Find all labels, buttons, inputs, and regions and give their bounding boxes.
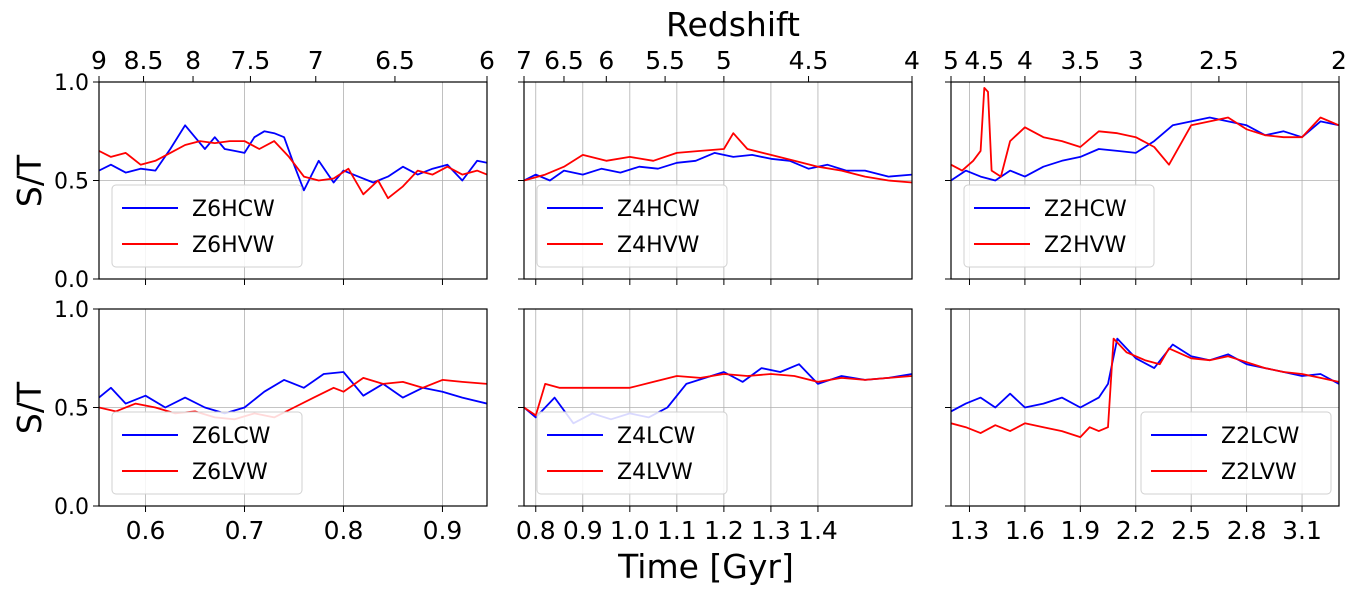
- panel-r1c2-xtick-label-1: 1.6: [1005, 516, 1045, 545]
- panel-r0c0-redshift-label-6: 6: [479, 46, 495, 75]
- panel-r1c0-legend-box: [111, 411, 303, 495]
- panel-r0c0-legend-label-1: Z6HVW: [192, 233, 275, 258]
- panel-r1c0-ytick-label-0: 0.0: [54, 495, 89, 520]
- panel-r1c0-xtick-label-3: 0.9: [423, 516, 463, 545]
- panel-r1c1-legend-label-0: Z4LCW: [617, 424, 696, 449]
- panel-r0c1-redshift-label-4: 5: [716, 46, 732, 75]
- panel-r0c2-redshift-label-6: 2: [1331, 46, 1347, 75]
- panel-r0c0-series-z6hcw: [99, 124, 487, 192]
- panel-r0c1-redshift-label-2: 6: [598, 46, 614, 75]
- panel-r0c0-ytick-label-0: 0.0: [54, 268, 89, 293]
- panel-r1c0-xtick-label-0: 0.6: [126, 516, 166, 545]
- panel-r0c1-legend-box: [536, 184, 728, 268]
- panel-r0c1-redshift-label-1: 6.5: [544, 46, 584, 75]
- panel-r1c2-legend-label-1: Z2LVW: [1221, 460, 1297, 485]
- panel-r0c1-legend-label-0: Z4HCW: [617, 197, 700, 222]
- panel-r1c1-xtick-label-5: 1.3: [751, 516, 791, 545]
- panel-r0c0-ytick-label-2: 1.0: [54, 71, 89, 96]
- panel-r1c1-series-z4lvw: [524, 373, 912, 417]
- panel-r0c0-redshift-label-0: 9: [91, 46, 107, 75]
- time-axis-label: Time [Gyr]: [617, 547, 794, 586]
- panel-r1c2-series-z2lcw: [951, 337, 1339, 413]
- panel-r0c1-series-z4hvw: [524, 132, 912, 184]
- panel-r0c2-legend-box: [963, 184, 1155, 268]
- panel-r1c1-xtick-label-6: 1.4: [798, 516, 838, 545]
- panel-r0c0: 0.0 0.5 1.09 8.5 8 7.5 7 6.5 6 Z6HCW Z6HVW: [54, 46, 495, 293]
- panel-r0c1-redshift-label-3: 5.5: [645, 46, 685, 75]
- panel-r0c0-redshift-label-1: 8.5: [124, 46, 164, 75]
- panel-r1c0-xtick-label-2: 0.8: [324, 516, 364, 545]
- panel-r0c2-series-z2hcw: [951, 116, 1339, 182]
- panel-r0c1-redshift-label-6: 4: [904, 46, 920, 75]
- panel-r0c2-legend-label-1: Z2HVW: [1044, 233, 1127, 258]
- panel-r0c0-redshift-label-3: 7.5: [231, 46, 271, 75]
- panel-r1c0: 0.6 0.7 0.8 0.9 0.0 0.5 1.0 Z6LCW Z6LVW: [54, 298, 488, 545]
- panel-r1c0-ytick-label-1: 0.5: [54, 397, 89, 422]
- panel-r1c2-xtick-label-6: 3.1: [1282, 516, 1322, 545]
- panel-r0c2-series-z2hvw: [951, 87, 1339, 178]
- panel-r1c0-xtick-label-1: 0.7: [225, 516, 265, 545]
- panel-r1c1-legend-label-1: Z4LVW: [617, 460, 693, 485]
- panel-r0c1-legend-label-1: Z4HVW: [617, 233, 700, 258]
- panel-r1c2-xtick-label-5: 2.8: [1227, 516, 1267, 545]
- panel-r1c0-legend: Z6LCW Z6LVW: [111, 411, 303, 495]
- panel-r1c2-series-z2lvw: [951, 337, 1339, 439]
- panel-r1c2-legend: Z2LCW Z2LVW: [1140, 411, 1332, 495]
- panel-r1c0-series-z6lcw: [99, 371, 487, 415]
- panel-r1c2-legend-box: [1140, 411, 1332, 495]
- panel-r1c1-legend: Z4LCW Z4LVW: [536, 411, 728, 495]
- panel-r1c0-legend-label-0: Z6LCW: [192, 424, 271, 449]
- panel-r0c2-legend-label-0: Z2HCW: [1044, 197, 1127, 222]
- panel-r0c2-redshift-label-3: 3.5: [1060, 46, 1100, 75]
- panel-r1c2-xtick-label-0: 1.3: [950, 516, 990, 545]
- st-axis-label-bottom: S/T: [10, 381, 49, 434]
- panel-r0c0-ytick-label-1: 0.5: [54, 170, 89, 195]
- panel-r1c2-xtick-label-2: 1.9: [1060, 516, 1100, 545]
- panel-r1c1-xtick-label-1: 0.9: [563, 516, 603, 545]
- panel-r1c1-xtick-label-0: 0.8: [516, 516, 556, 545]
- panel-r0c2-legend: Z2HCW Z2HVW: [963, 184, 1155, 268]
- panel-r1c0-legend-label-1: Z6LVW: [192, 460, 268, 485]
- panel-r0c2-redshift-label-4: 3: [1128, 46, 1144, 75]
- panel-r0c1-series-z4hcw: [524, 151, 912, 182]
- panel-r1c1: 0.8 0.9 1.0 1.1 1.2 1.3 1.4 Z4LCW Z4LVW: [516, 308, 913, 545]
- panel-r1c1-xtick-label-4: 1.2: [704, 516, 744, 545]
- panel-r0c2-redshift-label-5: 2.5: [1199, 46, 1239, 75]
- st-axis-label-top: S/T: [10, 154, 49, 207]
- panel-r1c1-xtick-label-2: 1.0: [610, 516, 650, 545]
- panel-r0c0-redshift-label-5: 6.5: [375, 46, 415, 75]
- panel-r0c1-redshift-label-5: 4.5: [789, 46, 829, 75]
- panel-r0c1-redshift-label-0: 7: [516, 46, 532, 75]
- panel-r0c2-redshift-label-1: 4.5: [964, 46, 1004, 75]
- panel-r0c0-legend-box: [111, 184, 303, 268]
- panel-r1c2-xtick-label-4: 2.5: [1171, 516, 1211, 545]
- panel-r0c0-legend-label-0: Z6HCW: [192, 197, 275, 222]
- panel-r0c0-series-z6hvw: [99, 140, 487, 200]
- panel-r1c2: 1.3 1.6 1.9 2.2 2.5 2.8 3.1 Z2LCW Z2LVW: [945, 308, 1340, 545]
- panel-r0c1: 7 6.5 6 5.5 5 4.5 4 Z4HCW Z4HVW: [516, 46, 920, 285]
- panel-r1c0-series-z6lvw: [99, 376, 487, 421]
- panel-r0c2-redshift-label-2: 4: [1017, 46, 1033, 75]
- panel-r1c0-ytick-label-2: 1.0: [54, 298, 89, 323]
- panel-r1c1-legend-box: [536, 411, 728, 495]
- panel-r0c0-redshift-label-2: 8: [185, 46, 201, 75]
- redshift-axis-label: Redshift: [666, 5, 800, 44]
- panel-r0c0-legend: Z6HCW Z6HVW: [111, 184, 303, 268]
- panel-r0c0-redshift-label-4: 7: [308, 46, 324, 75]
- panel-r0c1-legend: Z4HCW Z4HVW: [536, 184, 728, 268]
- panel-r0c2: 5 4.5 4 3.5 3 2.5 2 Z2HCW Z2HVW: [943, 46, 1347, 285]
- panel-r0c2-redshift-label-0: 5: [943, 46, 959, 75]
- panel-r1c1-xtick-label-3: 1.1: [657, 516, 697, 545]
- panel-r1c2-legend-label-0: Z2LCW: [1221, 424, 1300, 449]
- panel-r1c2-xtick-label-3: 2.2: [1116, 516, 1156, 545]
